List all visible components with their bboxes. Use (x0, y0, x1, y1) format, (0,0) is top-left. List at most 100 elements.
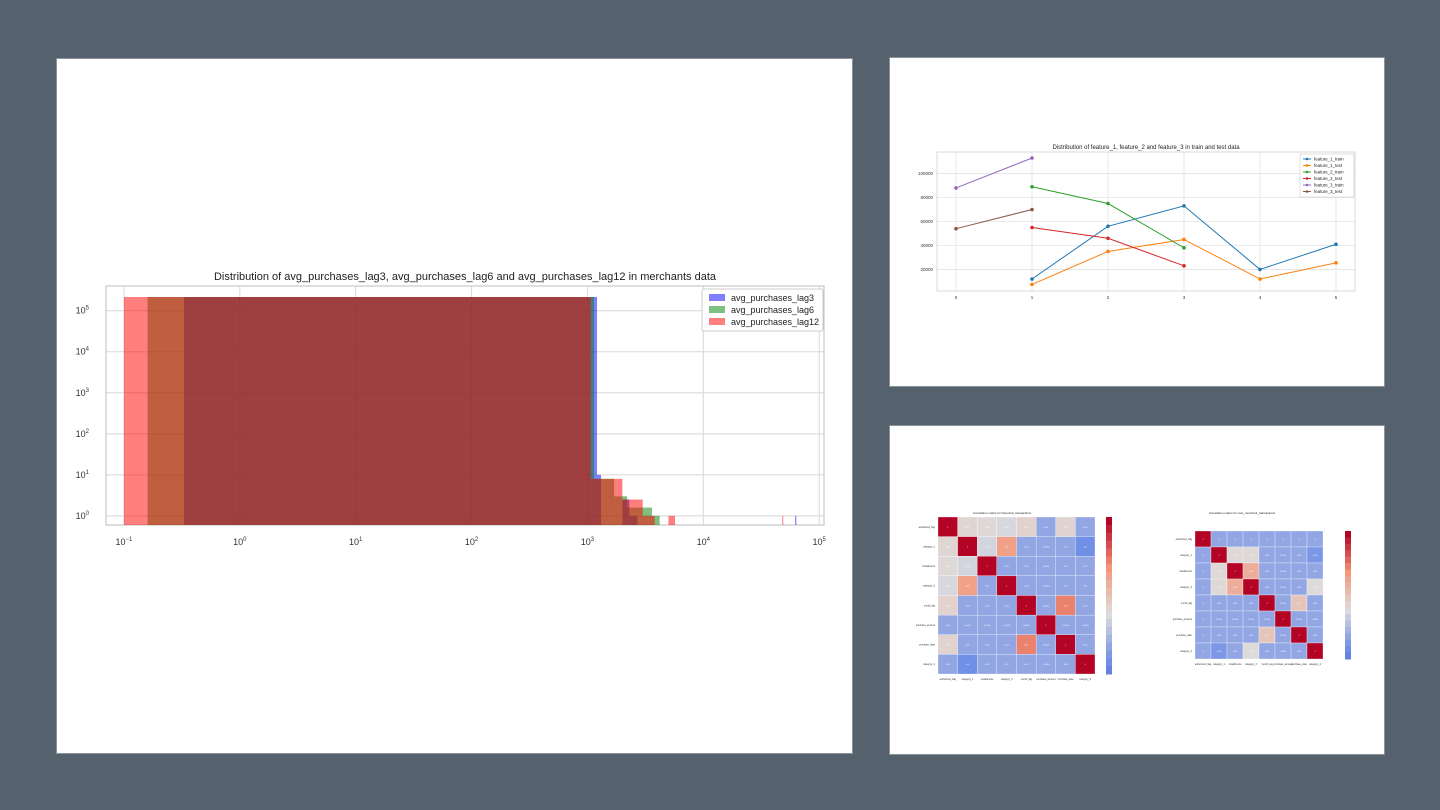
colorbar-segment (1345, 614, 1351, 622)
cell-value: -0.01 (1063, 566, 1068, 568)
colorbar-segment (1345, 607, 1351, 615)
cell-value: -0.01 (1265, 651, 1270, 653)
x-tick-label: 2 (1107, 295, 1110, 300)
cell-value: -0.5 (966, 664, 970, 666)
cell-value: 0.0003 (984, 625, 991, 627)
cell-value: 0.01 (1064, 546, 1069, 548)
cell-value: -0.0001 (1312, 619, 1320, 621)
row-label: purchase_amount (1173, 618, 1192, 621)
series-line (955, 209, 1033, 230)
histogram-bar (668, 515, 676, 525)
cell-value: -0.03 (946, 586, 951, 588)
cell-value: 1 (1202, 539, 1204, 541)
data-point (1030, 207, 1034, 212)
cell-value: -0.5 (1083, 546, 1087, 548)
legend-label: avg_purchases_lag6 (731, 305, 814, 315)
y-tick-label: 103 (76, 388, 90, 398)
col-label: purchase_amount (1036, 678, 1055, 681)
cell-value: 0 (1250, 539, 1252, 541)
histogram-bar (590, 478, 623, 525)
legend-swatch (709, 306, 725, 313)
legend-marker (1305, 164, 1309, 167)
cell-value: -0.01 (1217, 603, 1222, 605)
cell-value: 0.17 (1265, 635, 1270, 637)
cell-value: -0.01 (985, 645, 990, 647)
colorbar-segment (1106, 666, 1112, 675)
chart-title: Distribution of feature_1, feature_2 and… (1052, 145, 1240, 151)
colorbar-segment (1345, 531, 1351, 538)
cell-value: -0.01 (1024, 566, 1029, 568)
cell-value: 0 (1282, 539, 1284, 541)
legend-marker (1305, 190, 1309, 193)
histogram-bar (642, 515, 655, 525)
cell-value: 0.05 (965, 527, 970, 529)
cell-value: 0.42 (1005, 546, 1010, 548)
cell-value: 1 (1045, 625, 1047, 627)
cell-value: 0.01 (965, 645, 970, 647)
row-label: category_1 (923, 545, 935, 548)
heatmap-cell (1075, 654, 1096, 675)
colorbar-segment (1106, 619, 1112, 628)
heatmap-cell (1306, 642, 1324, 660)
col-label: installments (981, 678, 994, 681)
cell-value: 1 (987, 566, 989, 568)
colorbar-segment (1345, 588, 1351, 596)
cell-value: -0.01 (946, 664, 951, 666)
col-label: category_3 (1245, 663, 1257, 666)
cell-value: 0.0003 (1063, 625, 1070, 627)
cell-value: 1 (1266, 603, 1268, 605)
data-point (1030, 282, 1034, 287)
cell-value: 0.03 (1233, 555, 1238, 557)
cell-value: 0.03 (946, 566, 951, 568)
legend-swatch (709, 318, 725, 325)
legend-label: avg_purchases_lag3 (731, 293, 814, 303)
cell-value: -0.01 (1249, 635, 1254, 637)
cell-value: -0.0001 (1043, 664, 1051, 666)
cell-value: -0.45 (1313, 555, 1318, 557)
x-tick-label: 5 (1335, 295, 1338, 300)
cell-value: 0 (1202, 571, 1204, 573)
cell-value: 0.03 (1217, 587, 1222, 589)
x-tick-label: 100 (233, 537, 247, 547)
colorbar-segment (1106, 540, 1112, 549)
cell-value: -0.01 (985, 605, 990, 607)
colorbar-segment (1106, 642, 1112, 651)
cell-value: 0.0001 (1248, 619, 1255, 621)
row-label: category_3 (923, 585, 935, 588)
legend-label: feature_1_train (1314, 157, 1344, 162)
histogram-bar (795, 515, 797, 525)
series-line (955, 157, 1033, 189)
row-label: month_lag (924, 604, 936, 607)
colorbar-segment (1106, 564, 1112, 573)
colorbar-segment (1106, 611, 1112, 620)
cell-value: 1 (1282, 619, 1284, 621)
cell-value: 1 (1234, 571, 1236, 573)
colorbar-segment (1106, 532, 1112, 542)
cell-value: 0.0001 (1264, 619, 1271, 621)
legend-marker (1305, 183, 1309, 187)
cell-value: 0.01 (1083, 586, 1088, 588)
cell-value: 1 (1026, 605, 1028, 607)
y-tick-label: 100000 (918, 171, 934, 176)
row-label: purchase_amount (916, 624, 935, 627)
line-chart-panel: Distribution of feature_1, feature_2 and… (889, 57, 1385, 387)
cell-value: -0.45 (1217, 651, 1222, 653)
y-tick-label: 40000 (920, 243, 933, 248)
data-point (1258, 277, 1262, 281)
cell-value: 0.0003 (1043, 566, 1050, 568)
cell-value: 1 (967, 546, 969, 548)
row-label: installments (922, 565, 935, 568)
cell-value: 0.0003 (1280, 571, 1287, 573)
cell-value: 0.03 (1249, 555, 1254, 557)
y-tick-label: 105 (76, 306, 90, 316)
cell-value: -0.01 (1217, 635, 1222, 637)
colorbar-segment (1345, 543, 1351, 551)
cell-value: -0.05 (965, 566, 970, 568)
histogram-bar (651, 515, 660, 525)
data-point (1030, 225, 1034, 230)
cell-value: -0.01 (1265, 587, 1270, 589)
cell-value: 0.0001 (1280, 603, 1287, 605)
cell-value: -0.01 (1024, 586, 1029, 588)
colorbar-segment (1345, 582, 1351, 590)
x-tick-label: 104 (697, 537, 711, 547)
